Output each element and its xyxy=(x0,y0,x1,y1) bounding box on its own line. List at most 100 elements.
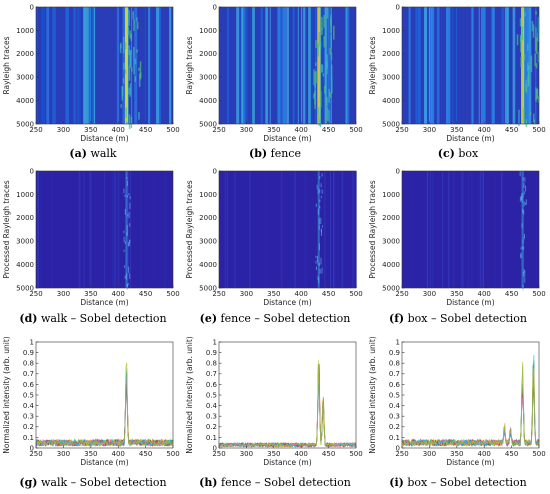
event-scatter xyxy=(318,116,320,126)
y-tick-label: 0.9 xyxy=(23,349,34,357)
x-tick-label: 300 xyxy=(57,126,70,134)
x-tick-label: 400 xyxy=(478,290,491,298)
event-scatter xyxy=(315,62,317,67)
event-scatter xyxy=(519,196,521,202)
y-tick-label: 0.8 xyxy=(206,360,217,368)
heatmap-stripe xyxy=(329,171,331,288)
y-tick-label: 1000 xyxy=(382,27,400,35)
event-scatter xyxy=(130,67,133,72)
panel-h: 250 300 350 400 450 500 0 0.1 0.2 0.3 0.4 0.5 0.6 0.7… xyxy=(183,334,366,474)
heatmap-stripe xyxy=(301,7,303,124)
axes-frame xyxy=(401,6,540,125)
heatmap-background xyxy=(219,171,356,288)
heatmap-background xyxy=(402,171,539,288)
event-scatter xyxy=(522,193,524,197)
x-tick-label: 450 xyxy=(505,126,518,134)
y-tick-label: 0.4 xyxy=(23,402,35,410)
axes-frame xyxy=(401,170,540,289)
panel-g: 250 300 350 400 450 500 0 0.1 0.2 0.3 0.4 0.5 0.6 0.7… xyxy=(0,334,183,474)
caption-f-text: box – Sobel detection xyxy=(407,312,528,325)
event-scatter xyxy=(521,26,524,41)
event-scatter xyxy=(136,49,138,53)
event-scatter xyxy=(129,223,131,227)
event-scatter xyxy=(121,85,124,97)
x-tick-label: 350 xyxy=(84,450,97,458)
event-scatter xyxy=(124,69,127,74)
y-tick-label: 1000 xyxy=(382,191,400,199)
event-scatter xyxy=(328,89,330,103)
event-scatter xyxy=(319,189,321,193)
y-tick-label: 5000 xyxy=(382,284,400,292)
heatmap-stripe xyxy=(333,171,335,288)
x-tick-label: 250 xyxy=(29,126,42,134)
event-scatter xyxy=(528,65,530,69)
caption-f: (f) box – Sobel detection xyxy=(373,312,543,325)
event-scatter xyxy=(134,58,137,65)
event-scatter xyxy=(534,53,536,67)
heatmap-stripe xyxy=(456,7,458,124)
x-tick-label: 450 xyxy=(322,290,335,298)
event-scatter xyxy=(129,202,131,210)
chart-g: 250 300 350 400 450 500 0 0.1 0.2 0.3 0.4 0.5 0.6 0.7… xyxy=(2,336,180,467)
event-scatter xyxy=(524,277,526,283)
heatmap-stripe xyxy=(448,171,450,288)
caption-d-label: (d) xyxy=(19,312,38,325)
event-scatter xyxy=(125,107,127,119)
event-scatter xyxy=(318,217,320,225)
axes-frame xyxy=(218,170,357,289)
event-scatter xyxy=(124,265,126,268)
event-scatter xyxy=(124,194,126,198)
event-scatter xyxy=(119,44,122,54)
heatmap-stripe xyxy=(324,171,326,288)
y-tick-label: 0.7 xyxy=(206,370,217,378)
event-scatter xyxy=(123,230,125,234)
y-tick-label: 0.7 xyxy=(389,370,400,378)
x-axis-label: Distance (m) xyxy=(263,134,311,143)
event-scatter xyxy=(533,113,535,122)
heatmap-stripe xyxy=(224,171,226,288)
event-scatter xyxy=(129,240,131,243)
event-scatter xyxy=(126,229,128,236)
y-axis-label: Normalized intensity (arb. unit) xyxy=(368,336,377,453)
event-scatter xyxy=(320,229,322,236)
x-tick-label: 350 xyxy=(450,126,463,134)
event-scatter xyxy=(314,84,316,97)
heatmap-stripe xyxy=(445,7,448,124)
y-tick-label: 0.2 xyxy=(206,423,217,431)
event-scatter xyxy=(124,275,126,279)
x-tick-label: 350 xyxy=(267,126,280,134)
event-scatter xyxy=(527,65,530,82)
heatmap-stripe xyxy=(265,171,267,288)
heatmap-stripe xyxy=(411,171,413,288)
event-scatter xyxy=(321,64,324,73)
y-axis-label: Processed Rayleigh traces xyxy=(185,180,194,278)
event-scatter xyxy=(537,96,540,103)
heatmap-stripe xyxy=(169,7,172,124)
heatmap-stripe xyxy=(283,7,286,124)
heatmap-stripe xyxy=(303,7,306,124)
event-scatter xyxy=(138,73,141,87)
heatmap-stripe xyxy=(40,171,41,288)
heatmap-stripe xyxy=(338,171,340,288)
heatmap-stripe xyxy=(341,171,343,288)
x-tick-label: 350 xyxy=(267,450,280,458)
event-scatter xyxy=(525,118,528,127)
x-axis-label: Distance (m) xyxy=(80,458,128,467)
heatmap-stripe xyxy=(418,7,421,124)
x-tick-label: 350 xyxy=(450,450,463,458)
heatmap-stripe xyxy=(46,7,50,124)
panel-f: 250 300 350 400 450 500 0 1000 2000 3000 4000 5000 D… xyxy=(366,164,549,314)
heatmap-stripe xyxy=(52,7,56,124)
event-scatter xyxy=(323,36,325,48)
caption-e-text: fence – Sobel detection xyxy=(220,312,351,325)
heatmap-stripe xyxy=(481,7,483,124)
event-scatter xyxy=(133,59,135,75)
event-scatter xyxy=(127,27,130,36)
x-tick-label: 300 xyxy=(240,126,253,134)
y-tick-label: 0.5 xyxy=(389,391,400,399)
event-scatter xyxy=(319,243,321,251)
heatmap-stripe xyxy=(265,7,269,124)
plot-area xyxy=(36,342,173,448)
event-scatter xyxy=(138,112,140,120)
heatmap-stripe xyxy=(329,7,331,124)
